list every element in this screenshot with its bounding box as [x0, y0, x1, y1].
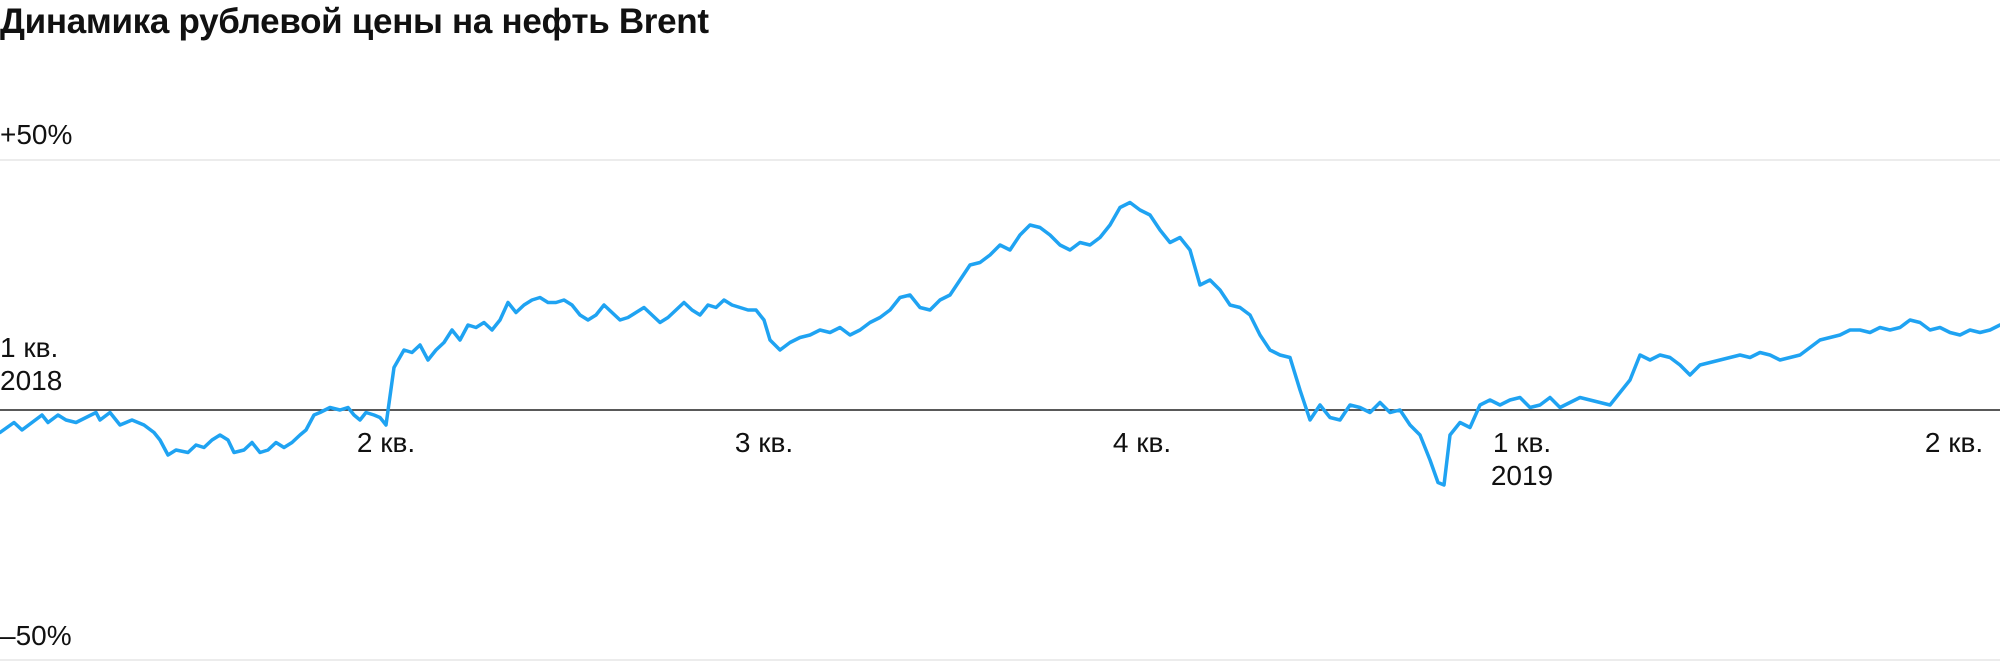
grid-layer: [0, 159, 2000, 661]
y-tick-label-bottom: –50%: [0, 620, 72, 651]
x-tick-label: 4 кв.: [1113, 427, 1171, 458]
series-line: [0, 200, 2000, 487]
y-tick-label-top: +50%: [0, 119, 72, 150]
chart-title: Динамика рублевой цены на нефть Brent: [0, 2, 709, 41]
x-tick-label: 1 кв.: [1493, 427, 1551, 458]
series-layer: [0, 200, 2000, 487]
x-tick-sublabel: 2019: [1491, 460, 1553, 491]
x-tick-label: 1 кв.: [0, 332, 58, 363]
x-tick-label: 3 кв.: [735, 427, 793, 458]
x-tick-sublabel: 2018: [0, 365, 62, 396]
x-tick-label: 2 кв.: [357, 427, 415, 458]
x-tick-label: 2 кв.: [1925, 427, 1983, 458]
